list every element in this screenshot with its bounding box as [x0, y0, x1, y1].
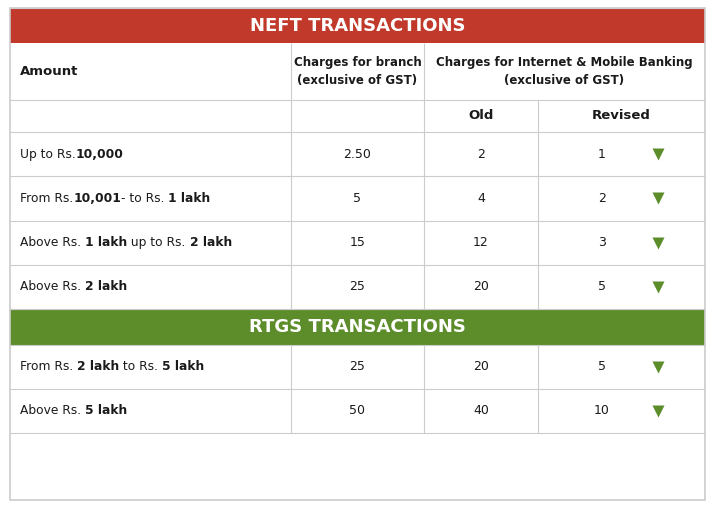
Text: RTGS TRANSACTIONS: RTGS TRANSACTIONS [249, 318, 466, 336]
Bar [10, 389, 705, 433]
Text: 2 lakh: 2 lakh [77, 360, 119, 373]
Bar [10, 309, 705, 344]
Text: to Rs.: to Rs. [119, 360, 162, 373]
Text: From Rs.: From Rs. [20, 192, 73, 205]
Text: 2: 2 [477, 148, 485, 161]
Text: From Rs.: From Rs. [20, 360, 77, 373]
Text: 1 lakh: 1 lakh [169, 192, 211, 205]
Text: NEFT TRANSACTIONS: NEFT TRANSACTIONS [250, 17, 465, 35]
Bar [10, 220, 705, 265]
Text: 5: 5 [598, 280, 606, 294]
Text: Old: Old [468, 110, 493, 122]
Text: 2 lakh: 2 lakh [189, 236, 232, 249]
Text: 20: 20 [473, 280, 489, 294]
Text: Amount: Amount [20, 65, 79, 78]
Text: 20: 20 [473, 360, 489, 373]
Text: 2.50: 2.50 [344, 148, 371, 161]
Text: Above Rs.: Above Rs. [20, 236, 85, 249]
Text: 25: 25 [350, 360, 365, 373]
Bar [10, 43, 705, 100]
Text: - to Rs.: - to Rs. [121, 192, 169, 205]
Text: Charges for branch
(exclusive of GST): Charges for branch (exclusive of GST) [294, 56, 421, 87]
Text: up to Rs.: up to Rs. [127, 236, 189, 249]
Text: 5: 5 [353, 192, 362, 205]
Bar [10, 100, 705, 132]
Bar [10, 8, 705, 43]
Bar [10, 265, 705, 309]
Text: 50: 50 [350, 404, 365, 418]
Text: 1 lakh: 1 lakh [85, 236, 127, 249]
Text: 2 lakh: 2 lakh [85, 280, 127, 294]
Text: 10: 10 [593, 404, 609, 418]
Text: 2: 2 [598, 192, 606, 205]
Text: 15: 15 [350, 236, 365, 249]
Bar [10, 344, 705, 389]
Text: Above Rs.: Above Rs. [20, 404, 85, 418]
Text: 3: 3 [598, 236, 606, 249]
Text: Revised: Revised [592, 110, 651, 122]
Text: 5 lakh: 5 lakh [162, 360, 204, 373]
Bar [10, 132, 705, 176]
Text: 40: 40 [473, 404, 489, 418]
Text: 4: 4 [477, 192, 485, 205]
Text: 1: 1 [598, 148, 606, 161]
Text: 25: 25 [350, 280, 365, 294]
Text: 5 lakh: 5 lakh [85, 404, 127, 418]
Text: Up to Rs.: Up to Rs. [20, 148, 76, 161]
Text: 5: 5 [598, 360, 606, 373]
Text: 12: 12 [473, 236, 489, 249]
Text: 10,001: 10,001 [73, 192, 121, 205]
Text: Charges for Internet & Mobile Banking
(exclusive of GST): Charges for Internet & Mobile Banking (e… [436, 56, 693, 87]
Text: Above Rs.: Above Rs. [20, 280, 85, 294]
Bar [10, 176, 705, 220]
Text: 10,000: 10,000 [76, 148, 124, 161]
